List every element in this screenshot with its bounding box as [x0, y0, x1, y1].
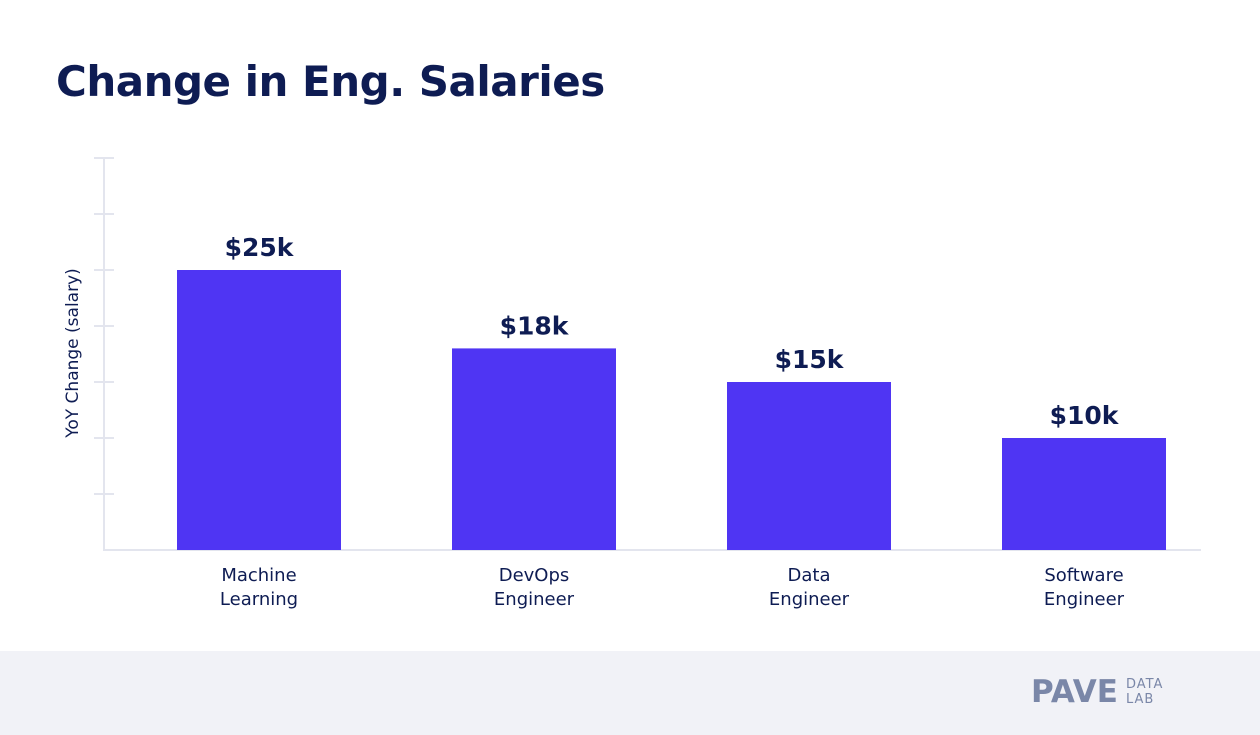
y-axis-label: YoY Change (salary) — [63, 268, 83, 439]
x-tick-label: Machine — [221, 565, 296, 586]
x-tick-label: Software — [1044, 565, 1123, 586]
bars — [177, 270, 1166, 550]
data-label: $10k — [1050, 401, 1120, 430]
logo-sub-lab: LAB — [1125, 692, 1155, 707]
chart-title: Change in Eng. Salaries — [56, 57, 605, 106]
logo-sub-data: DATA — [1125, 677, 1164, 692]
x-tick-label: Engineer — [1044, 589, 1125, 610]
bar — [1002, 438, 1166, 550]
data-label: $15k — [775, 345, 845, 374]
bar — [727, 382, 891, 550]
bar — [177, 270, 341, 550]
x-tick-label: Learning — [220, 589, 298, 610]
x-tick-label: Engineer — [494, 589, 575, 610]
x-tick-label: Data — [788, 565, 831, 586]
x-tick-label: Engineer — [769, 589, 850, 610]
labels: $25k Machine Learning $18k DevOps Engineer $15… — [220, 233, 1125, 610]
pave-data-lab-logo: PAVE DATA LAB — [1031, 675, 1163, 709]
bar-chart: $25k Machine Learning $18k DevOps Engineer $15… — [63, 157, 1201, 610]
data-label: $18k — [500, 311, 570, 340]
logo-wordmark: PAVE — [1031, 674, 1118, 710]
data-label: $25k — [225, 233, 295, 262]
logo-subtitle: DATA LAB — [1126, 677, 1164, 707]
footer — [0, 651, 1260, 735]
bar — [452, 348, 616, 550]
x-tick-label: DevOps — [499, 565, 570, 586]
